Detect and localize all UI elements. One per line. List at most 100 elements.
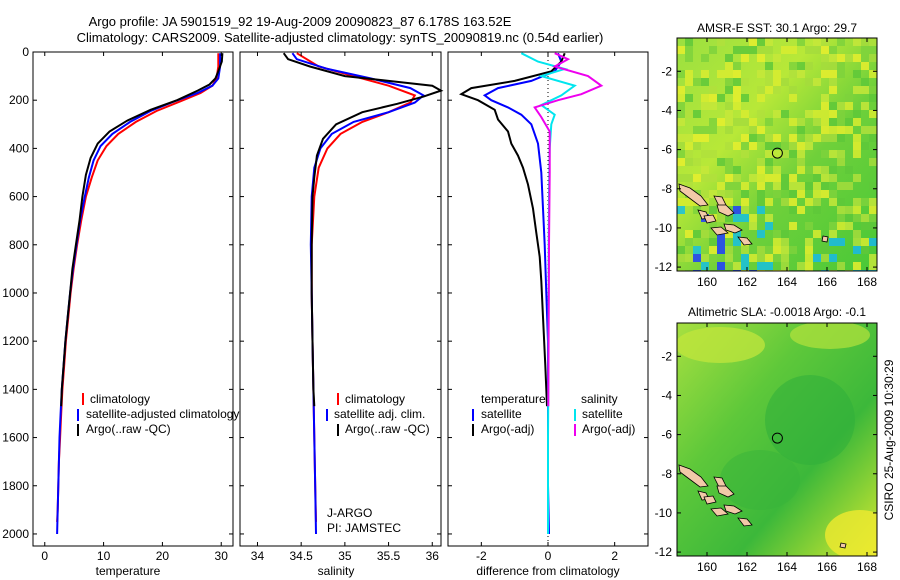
sst-pixel xyxy=(773,142,781,150)
legend-label-sal-argo: Argo(-adj) xyxy=(582,422,635,436)
sst-pixel xyxy=(869,238,877,246)
sst-pixel xyxy=(829,78,837,86)
sst-pixel xyxy=(781,230,789,238)
sst-pixel xyxy=(829,46,837,54)
sst-pixel xyxy=(701,230,709,238)
temperature-axes-frame xyxy=(32,51,234,547)
sst-pixel xyxy=(685,158,693,166)
sst-pixel xyxy=(829,54,837,62)
sst-pixel xyxy=(709,238,717,246)
sst-pixel xyxy=(701,78,709,86)
sst-pixel xyxy=(861,198,869,206)
lon-tick-label: 160 xyxy=(697,560,717,574)
sst-pixel xyxy=(861,142,869,150)
sst-pixel xyxy=(869,134,877,142)
sst-pixel xyxy=(853,110,861,118)
figure-title-line1: Argo profile: JA 5901519_92 19-Aug-2009 … xyxy=(89,14,512,29)
platform-annotation: J-ARGO xyxy=(327,506,372,520)
sla-map-panel: Altimetric SLA: -0.0018 Argo: -0.1 xyxy=(655,305,878,574)
sst-pixel xyxy=(741,134,749,142)
sst-pixel xyxy=(789,150,797,158)
sst-pixel xyxy=(869,206,877,214)
sst-pixel xyxy=(829,198,837,206)
sst-pixel xyxy=(757,94,765,102)
sst-pixel xyxy=(757,134,765,142)
sla-map-title: Altimetric SLA: -0.0018 Argo: -0.1 xyxy=(688,305,866,319)
figure-title-line2: Climatology: CARS2009. Satellite-adjuste… xyxy=(77,30,604,45)
difference-xlabel: difference from climatology xyxy=(476,564,619,578)
island xyxy=(678,183,709,207)
sst-pixel xyxy=(789,86,797,94)
sst-pixel xyxy=(813,46,821,54)
sst-pixel xyxy=(757,190,765,198)
salinity-legend: climatology satellite adj. clim. Argo(..… xyxy=(326,392,430,436)
sst-pixel xyxy=(709,190,717,198)
sst-pixel xyxy=(677,118,685,126)
sst-pixel xyxy=(765,46,773,54)
sst-pixel xyxy=(725,214,733,222)
sst-pixel xyxy=(781,150,789,158)
sst-pixel xyxy=(837,182,845,190)
x-tick-label: 34.5 xyxy=(289,549,313,563)
sst-pixel xyxy=(757,38,765,46)
sst-pixel xyxy=(725,190,733,198)
x-tick-label: 0 xyxy=(545,549,552,563)
sst-pixel xyxy=(781,46,789,54)
sst-pixel xyxy=(869,198,877,206)
sst-pixel xyxy=(869,86,877,94)
sst-pixel xyxy=(757,262,765,270)
sla-high-region xyxy=(677,327,765,363)
sst-pixel xyxy=(797,142,805,150)
sst-pixel xyxy=(749,142,757,150)
sst-pixel xyxy=(701,206,709,214)
sst-pixel xyxy=(733,118,741,126)
sst-pixel xyxy=(725,230,733,238)
sst-pixel xyxy=(749,214,757,222)
sst-pixel xyxy=(709,222,717,230)
sst-pixel xyxy=(765,86,773,94)
sst-pixel xyxy=(869,94,877,102)
sst-pixel xyxy=(701,70,709,78)
sst-pixel xyxy=(869,110,877,118)
sst-pixel xyxy=(797,190,805,198)
sst-pixel xyxy=(821,126,829,134)
sst-pixel xyxy=(677,110,685,118)
sst-pixel xyxy=(677,198,685,206)
sst-pixel xyxy=(821,46,829,54)
sst-pixel xyxy=(741,78,749,86)
sst-pixel xyxy=(837,70,845,78)
sst-pixel xyxy=(725,110,733,118)
sst-pixel xyxy=(797,262,805,270)
sst-pixel xyxy=(813,126,821,134)
x-tick-label: 20 xyxy=(156,549,170,563)
sst-pixel xyxy=(677,174,685,182)
sst-pixel xyxy=(685,38,693,46)
sst-pixel xyxy=(725,198,733,206)
sst-pixel xyxy=(765,254,773,262)
sst-pixel xyxy=(773,246,781,254)
sst-pixel xyxy=(821,166,829,174)
sst-pixel xyxy=(701,102,709,110)
salinity-panel: 34 34.5 35 35.5 36 salinity climatology sate… xyxy=(239,51,444,578)
sst-pixel xyxy=(765,214,773,222)
sst-pixel xyxy=(677,46,685,54)
sst-pixel xyxy=(797,166,805,174)
island xyxy=(710,507,729,517)
lat-tick-label: -4 xyxy=(661,388,672,402)
sst-pixel xyxy=(845,182,853,190)
lat-tick-label: -4 xyxy=(661,103,672,117)
sst-pixel xyxy=(861,78,869,86)
temperature-xlabel: temperature xyxy=(96,564,161,578)
sst-pixel xyxy=(685,182,693,190)
sst-pixel xyxy=(797,158,805,166)
sst-pixel xyxy=(853,230,861,238)
sst-pixel xyxy=(805,46,813,54)
sst-pixel xyxy=(749,126,757,134)
sst-pixel xyxy=(757,182,765,190)
sst-pixel xyxy=(749,174,757,182)
sst-pixel xyxy=(733,206,741,214)
sst-pixel xyxy=(725,70,733,78)
lat-tick-label: -10 xyxy=(655,221,673,235)
lon-tick-label: 166 xyxy=(817,275,837,289)
